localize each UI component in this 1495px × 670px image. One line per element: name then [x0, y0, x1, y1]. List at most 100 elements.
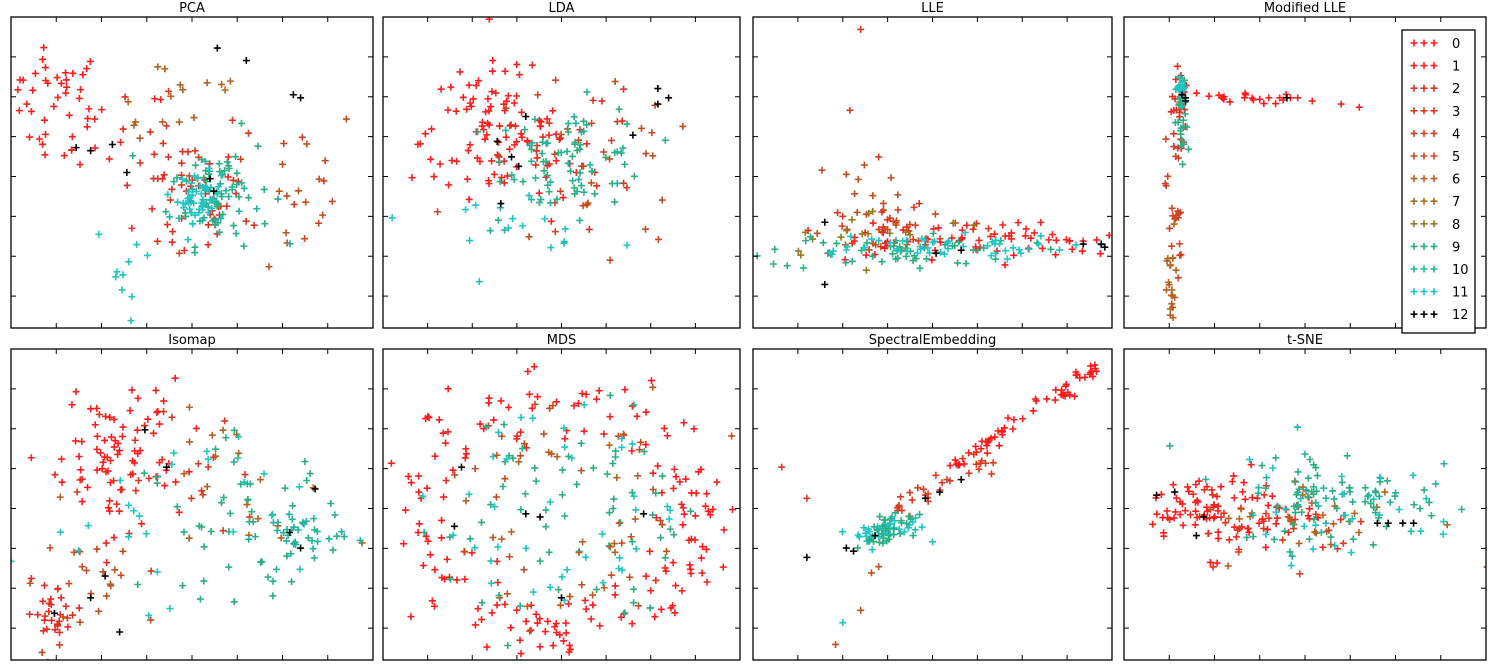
data-point [593, 396, 600, 403]
axes-frame [1124, 349, 1486, 660]
data-point [151, 95, 158, 102]
data-point [134, 581, 141, 588]
data-point [1239, 488, 1246, 495]
data-point [125, 502, 132, 509]
data-point [508, 121, 515, 128]
data-point [153, 409, 160, 416]
data-point [34, 611, 41, 618]
data-point [526, 391, 533, 398]
data-point [261, 470, 268, 477]
data-point [1159, 514, 1166, 521]
data-point [909, 497, 916, 504]
data-point [97, 449, 104, 456]
data-point [257, 476, 264, 483]
data-point [1245, 525, 1252, 532]
data-point [105, 504, 112, 511]
data-point [618, 150, 625, 157]
data-point [302, 199, 309, 206]
data-point [311, 554, 318, 561]
data-point [438, 86, 445, 93]
data-point [94, 467, 101, 474]
data-point [530, 589, 537, 596]
data-point [161, 65, 168, 72]
data-point [326, 535, 333, 542]
data-point [663, 548, 670, 555]
data-point [84, 484, 91, 491]
data-point [136, 135, 143, 142]
data-point [343, 116, 350, 123]
data-point [607, 257, 614, 264]
data-point [517, 603, 524, 610]
data-point [322, 157, 329, 164]
data-point [839, 223, 846, 230]
data-point [918, 524, 925, 531]
data-point [56, 641, 63, 648]
data-point [62, 69, 69, 76]
data-point [39, 56, 46, 63]
data-point [1295, 468, 1302, 475]
data-point [1272, 454, 1279, 461]
data-point [629, 620, 636, 627]
data-point [1037, 232, 1044, 239]
data-point [245, 536, 252, 543]
data-point [242, 471, 249, 478]
data-point [1009, 426, 1016, 433]
data-point [583, 89, 590, 96]
data-point [1282, 505, 1289, 512]
data-point [430, 173, 437, 180]
data-point [478, 616, 485, 623]
data-point [1301, 523, 1308, 530]
data-point [679, 521, 686, 528]
data-point [1338, 473, 1345, 480]
data-point [1179, 161, 1186, 168]
data-point [238, 120, 245, 127]
data-point [154, 238, 161, 245]
data-point [869, 546, 876, 553]
data-point [672, 582, 679, 589]
data-point [438, 534, 445, 541]
data-point [1185, 146, 1192, 153]
data-point [546, 188, 553, 195]
data-point [85, 522, 92, 529]
data-point [616, 106, 623, 113]
data-point [1298, 509, 1305, 516]
data-point [547, 244, 554, 251]
data-point-12 [297, 545, 304, 552]
data-point [930, 230, 937, 237]
data-point [472, 465, 479, 472]
data-point [125, 258, 132, 265]
data-point [569, 153, 576, 160]
data-point [564, 148, 571, 155]
data-point [720, 526, 727, 533]
data-point [543, 140, 550, 147]
legend-label: 4 [1452, 127, 1460, 142]
data-point [176, 119, 183, 126]
data-point [134, 427, 141, 434]
data-point [519, 134, 526, 141]
data-point [203, 448, 210, 455]
data-point [261, 186, 268, 193]
data-point [1271, 536, 1278, 543]
data-point [240, 243, 247, 250]
data-point [609, 460, 616, 467]
axes-frame [383, 349, 740, 660]
panel-title: t-SNE [1287, 333, 1323, 348]
data-point [76, 453, 83, 460]
data-point [567, 168, 574, 175]
data-point [531, 465, 538, 472]
axes-frame [383, 17, 740, 328]
data-point [28, 575, 35, 582]
data-point [613, 474, 620, 481]
data-point [992, 237, 999, 244]
data-point [916, 511, 923, 518]
data-point [132, 118, 139, 125]
data-point [236, 208, 243, 215]
data-point [507, 122, 514, 129]
data-point [1052, 397, 1059, 404]
data-point [283, 192, 290, 199]
data-point [119, 548, 126, 555]
data-point [160, 140, 167, 147]
data-point [174, 199, 181, 206]
data-point [593, 586, 600, 593]
data-point [1072, 241, 1079, 248]
